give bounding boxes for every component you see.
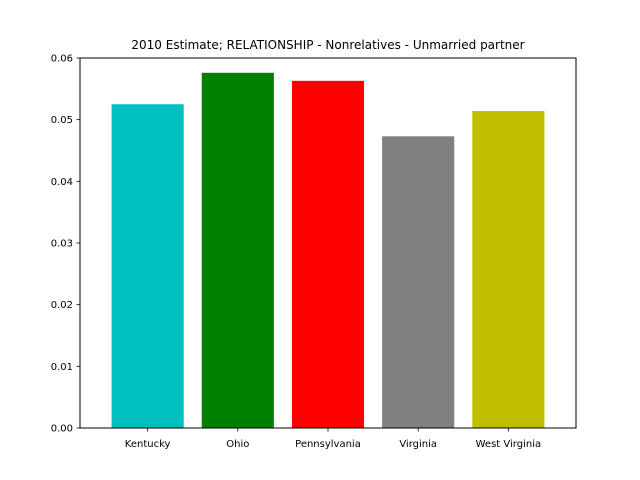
x-axis: Kentucky Ohio Pennsylvania Virginia West Vir… bbox=[125, 428, 541, 450]
y-tick-label: 0.06 bbox=[51, 54, 73, 65]
y-tick-label: 0.05 bbox=[51, 115, 73, 126]
x-tick-label: Kentucky bbox=[125, 439, 171, 450]
y-tick-label: 0.03 bbox=[51, 239, 73, 250]
chart-title: 2010 Estimate; RELATIONSHIP - Nonrelativ… bbox=[131, 38, 524, 52]
bar-kentucky bbox=[111, 104, 184, 428]
y-tick-label: 0.02 bbox=[51, 300, 73, 311]
y-tick-label: 0.01 bbox=[51, 362, 73, 373]
plot-frame bbox=[79, 57, 577, 429]
y-tick-label: 0.00 bbox=[51, 424, 73, 435]
x-tick-label: Pennsylvania bbox=[295, 439, 361, 450]
bar-virginia bbox=[382, 136, 455, 429]
bar-west-virginia bbox=[472, 111, 545, 429]
bars-group bbox=[111, 72, 545, 429]
y-axis: 0.00 0.01 0.02 0.03 0.04 0.05 0.06 bbox=[51, 54, 80, 435]
x-tick-label: West Virginia bbox=[476, 439, 541, 450]
bar-ohio bbox=[201, 72, 274, 429]
x-tick-label: Ohio bbox=[226, 439, 249, 450]
y-tick-label: 0.04 bbox=[51, 177, 73, 188]
x-tick-label: Virginia bbox=[399, 439, 437, 450]
bar-pennsylvania bbox=[291, 80, 365, 429]
